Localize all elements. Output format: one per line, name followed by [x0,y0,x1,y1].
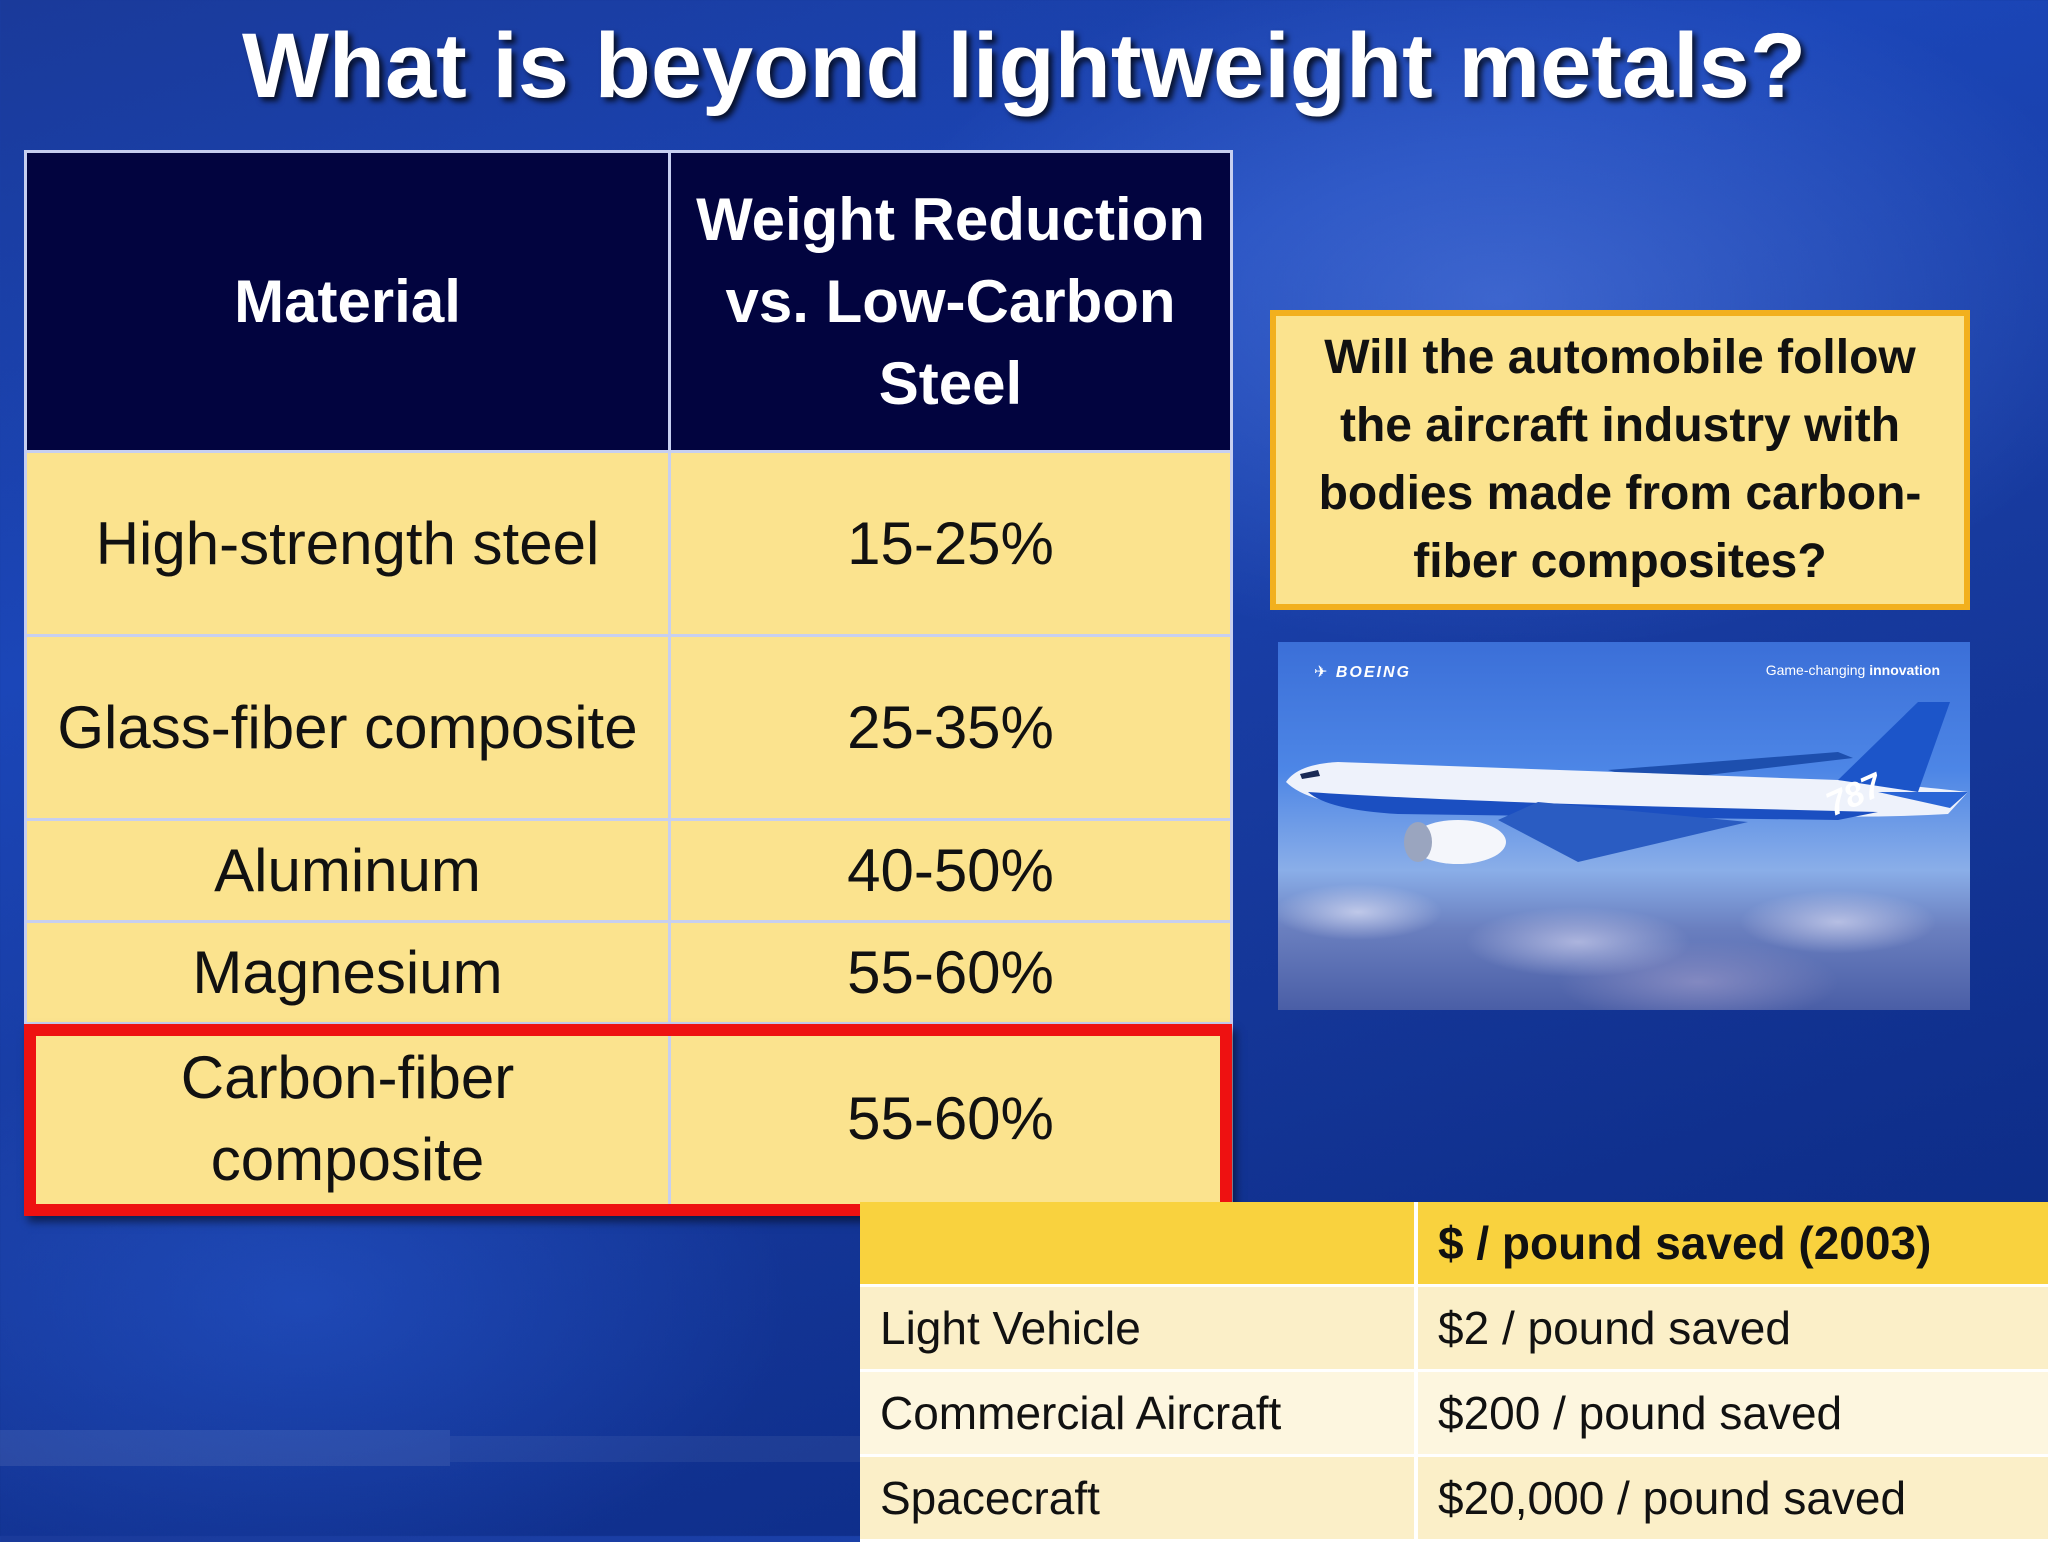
reduction-cell: 25-35% [668,634,1233,821]
cost-header-empty [860,1202,1418,1287]
boeing-logo-icon: ✈ [1314,664,1336,681]
table-row: Glass-fiber composite 25-35% [24,634,1233,821]
clouds [1278,872,1970,1010]
materials-header-row: Material Weight Reduction vs. Low-Carbon… [24,150,1233,453]
brand-text: BOEING [1335,664,1411,681]
boeing-logo: ✈ BOEING [1314,662,1411,682]
cost-header-row: $ / pound saved (2003) [860,1202,2048,1287]
table-row: Light Vehicle $2 / pound saved [860,1285,2048,1372]
cost-table: $ / pound saved (2003) Light Vehicle $2 … [860,1202,2048,1542]
cost-cell: $20,000 / pound saved [1416,1455,2048,1542]
material-cell: Aluminum [24,818,671,923]
material-cell: Carbon-fiber composite [24,1022,671,1215]
table-row: Commercial Aircraft $200 / pound saved [860,1370,2048,1457]
reduction-cell: 55-60% [668,920,1233,1025]
table-row: Spacecraft $20,000 / pound saved [860,1455,2048,1542]
tagline-bold: innovation [1869,662,1940,678]
reduction-cell: 15-25% [668,450,1233,637]
cost-cell: $200 / pound saved [1416,1370,2048,1457]
material-cell: Magnesium [24,920,671,1025]
category-cell: Light Vehicle [860,1285,1418,1372]
background-streak [0,1430,450,1466]
tagline-prefix: Game-changing [1765,662,1870,678]
category-cell: Spacecraft [860,1455,1418,1542]
slide-title: What is beyond lightweight metals? [241,15,1807,117]
question-box: Will the automobile follow the aircraft … [1270,310,1970,610]
category-cell: Commercial Aircraft [860,1370,1418,1457]
cost-header-label: $ / pound saved (2003) [1416,1202,2048,1287]
table-row-highlighted: Carbon-fiber composite 55-60% [24,1022,1233,1215]
airplane-icon [1286,702,1968,864]
table-row: High-strength steel 15-25% [24,450,1233,637]
boeing-787-photo: ✈ BOEING Game-changing innovation 787 [1278,642,1970,1010]
materials-table: Material Weight Reduction vs. Low-Carbon… [24,150,1233,1215]
table-row: Magnesium 55-60% [24,920,1233,1025]
header-material: Material [24,150,671,453]
highlight-box [24,1024,1232,1216]
material-cell: Glass-fiber composite [24,634,671,821]
cost-cell: $2 / pound saved [1416,1285,2048,1372]
reduction-cell: 55-60% [668,1022,1233,1215]
table-row: Aluminum 40-50% [24,818,1233,923]
header-weight-reduction: Weight Reduction vs. Low-Carbon Steel [668,150,1233,453]
background-streak [450,1436,860,1462]
material-cell: High-strength steel [24,450,671,637]
reduction-cell: 40-50% [668,818,1233,923]
photo-tagline: Game-changing innovation [1766,662,1940,678]
